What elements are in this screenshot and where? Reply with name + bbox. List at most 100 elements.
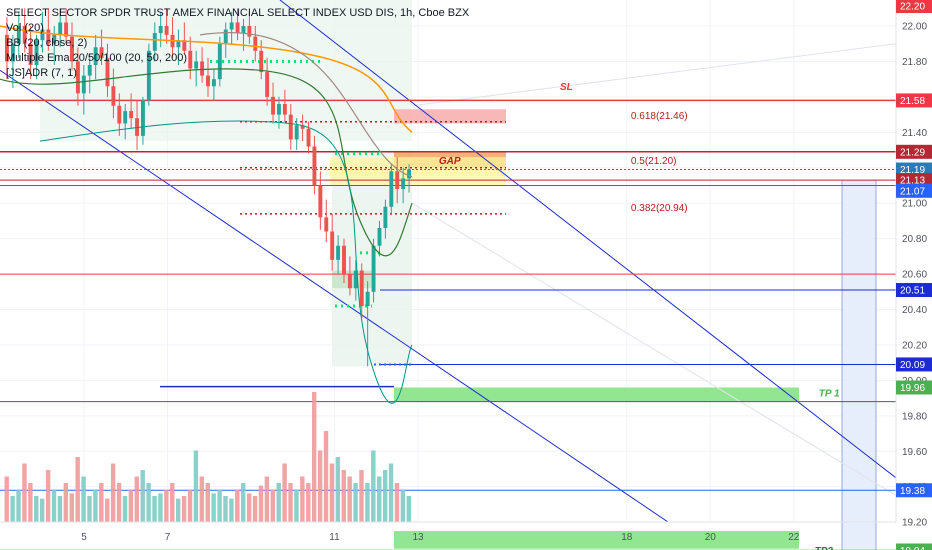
candle-body [241,26,246,34]
price-badge-label: 21.13 [900,176,925,187]
price-badge [896,144,932,159]
volume-bar [388,463,394,522]
ema-200-line [0,25,413,133]
volume-bar [400,489,406,522]
price-tick-label: 19.20 [902,518,927,529]
volume-bar [105,498,110,522]
zones-layer [40,0,897,550]
price-axis-background [896,0,932,550]
price-tick-label: 20.60 [902,270,927,281]
price-badge-label: 19.38 [900,486,925,497]
volume-bar [193,450,199,522]
candle-body [247,26,252,37]
volume-bar [170,483,175,522]
candle-body [306,128,311,147]
volume-bar [252,496,258,522]
candle-body [253,36,258,51]
candle-body [123,111,128,124]
candle-body [158,26,163,34]
volume-bar [57,496,63,522]
candle-body [58,22,63,35]
volume-bar [317,450,323,522]
candle-body [22,26,27,44]
volume-bar [152,496,157,522]
volume-bar [306,483,311,522]
volume-bar [164,489,169,522]
candle-body [318,185,323,218]
price-axis: 22.0021.8021.6021.4021.2021.0020.8020.60… [895,0,932,550]
candle-body [312,146,317,186]
bollinger-lower-line [39,120,413,404]
price-badge [896,543,932,550]
volume-bar [377,476,382,522]
annotation-label: GAP [439,156,461,167]
candle-body [265,72,270,97]
candle-body [271,96,275,115]
candle-body [259,50,264,73]
candle-body [336,245,341,260]
volume-bar [146,483,151,522]
volume-bar [51,489,57,522]
candle-body [194,61,199,69]
candle-body [46,29,51,44]
candle-body [164,26,169,35]
price-badge-label: 19.04 [900,546,925,550]
price-badge-label: 20.09 [900,360,925,371]
time-tick-label: 18 [621,532,633,543]
volume-bar [175,498,181,522]
volume-bar [246,493,252,522]
price-badge [896,183,932,198]
candle-body [211,79,216,87]
channel-upper-line [279,0,897,479]
candle-body [34,40,39,65]
volume-bar [311,392,317,522]
candle-body [288,114,293,140]
time-tick-label: 11 [329,532,340,543]
legend-title: SELECT SECTOR SPDR TRUST AMEX FINANCIAL … [6,7,470,19]
candle-body [87,64,92,76]
volume-bar [63,483,69,522]
legend-line-bollinger: BB (20, close, 2) [6,37,88,49]
volume-bar [235,489,240,522]
projection-line [411,43,897,107]
price-tick-label: 19.60 [902,447,927,458]
volume-bar [270,489,275,522]
annotation-label: 0.382(20.94) [631,203,688,214]
volume-bar [4,476,9,522]
price-badge [896,162,932,177]
price-badge-label: 19.96 [900,383,925,394]
volume-bar [359,470,364,522]
volume-bar [69,493,74,522]
price-tick-label: 21.00 [902,199,927,210]
candle-body [152,33,157,51]
price-badge-label: 20.51 [900,286,925,297]
time-tick-label: 22 [788,532,800,543]
price-tick-label: 22.00 [902,22,927,33]
volume-bar [140,470,145,522]
annotation-label: 0.618(21.46) [631,111,688,122]
candle-body [377,228,382,246]
volume-bar [241,483,246,522]
candle-body [371,245,376,292]
candle-body [401,178,406,190]
price-badge-label: 21.58 [900,96,925,107]
volume-bar [22,463,27,522]
channel-lower-line [0,69,669,523]
price-tick-label: 20.40 [902,305,927,316]
time-tick-label: 7 [165,532,171,543]
volume-bar [229,498,234,522]
volume-bar [39,498,45,522]
legend-line-adr: [JS]ADR (7, 1) [6,67,77,79]
volume-bar [223,496,228,522]
volume-bar [28,483,33,522]
tp2-zone [394,531,799,549]
candle-body [81,75,86,94]
volume-bar [134,476,139,522]
price-badge [896,0,932,13]
volume-bar [45,470,51,522]
volume-bar [382,470,388,522]
legend-line-volume: Vol (20) [6,22,44,34]
candle-body [206,75,210,87]
candle-body [129,111,134,119]
